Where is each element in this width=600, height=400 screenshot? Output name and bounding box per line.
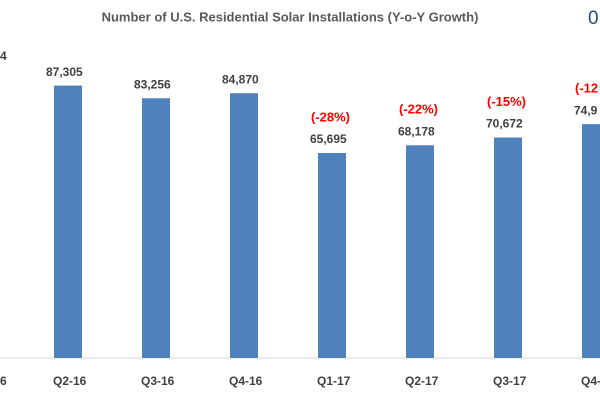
bar [582, 124, 600, 358]
bar [230, 93, 258, 358]
x-tick-label: Q2-17 [405, 374, 439, 388]
x-tick-label: Q4-16 [229, 374, 263, 388]
growth-label: (-12 [575, 81, 598, 96]
chart-title: Number of U.S. Residential Solar Install… [102, 9, 479, 24]
bar [142, 98, 170, 359]
x-tick-label: Q2-16 [53, 374, 87, 388]
x-tick-label: Q4- [581, 374, 600, 388]
x-tick-label: Q1-17 [317, 374, 351, 388]
value-label: 68,178 [398, 124, 435, 138]
bar [318, 153, 346, 358]
value-label: 74,9 [574, 103, 598, 117]
x-tick-label: Q3-16 [141, 374, 175, 388]
edge-text: 4 [0, 49, 7, 63]
value-label: 87,305 [46, 65, 83, 79]
value-label: 70,672 [486, 117, 523, 131]
growth-label: (-22%) [399, 102, 438, 117]
edge-text: 6 [0, 374, 7, 388]
x-tick-label: Q3-17 [493, 374, 527, 388]
value-label: 84,870 [222, 72, 259, 86]
bar [494, 137, 522, 358]
value-label: 65,695 [310, 132, 347, 146]
edge-text: 0 [588, 8, 599, 29]
value-label: 83,256 [134, 77, 171, 91]
growth-label: (-15%) [487, 94, 526, 109]
bar [406, 145, 434, 358]
growth-label: (-28%) [311, 109, 350, 124]
bar [54, 85, 82, 358]
